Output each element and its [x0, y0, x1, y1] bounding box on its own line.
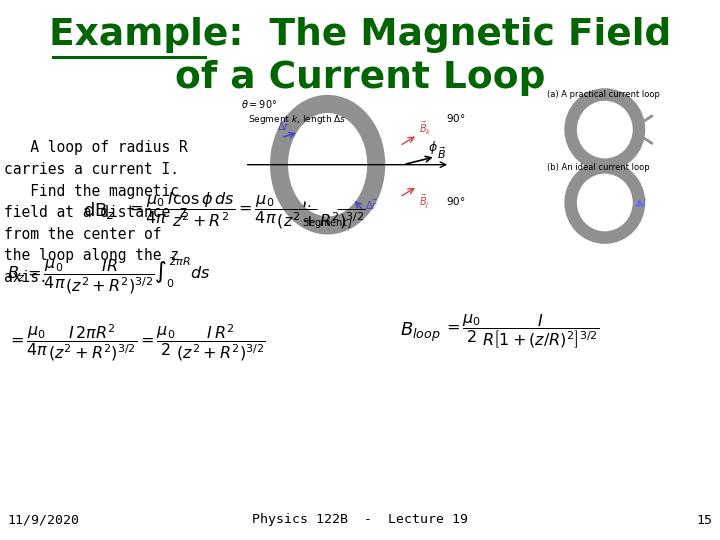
Ellipse shape — [580, 104, 630, 156]
Text: $= \dfrac{\mu_0}{4\pi} \dfrac{I\,2\pi R^2}{\left(z^2 + R^2\right)^{3/2}} = \dfra: $= \dfrac{\mu_0}{4\pi} \dfrac{I\,2\pi R^… — [7, 323, 266, 363]
Text: 11/9/2020: 11/9/2020 — [7, 514, 79, 526]
Text: $90°$: $90°$ — [446, 111, 466, 124]
Text: $I$: $I$ — [642, 197, 647, 208]
Text: (b) An ideal current loop: (b) An ideal current loop — [547, 163, 650, 172]
Text: $\theta = 90°$: $\theta = 90°$ — [241, 98, 277, 110]
Text: $\vec{B}_k$: $\vec{B}_k$ — [419, 120, 432, 137]
Text: $\vec{B}$: $\vec{B}$ — [437, 146, 446, 161]
Text: $B_z = \dfrac{\mu_0}{4\pi} \dfrac{IR}{\left(z^2 + R^2\right)^{3/2}} \int_0^{2\pi: $B_z = \dfrac{\mu_0}{4\pi} \dfrac{IR}{\l… — [7, 255, 210, 296]
Text: of a Current Loop: of a Current Loop — [175, 60, 545, 96]
Text: $\vec{B}_j$: $\vec{B}_j$ — [419, 192, 430, 210]
Text: $\Delta\vec{r}$: $\Delta\vec{r}$ — [365, 197, 378, 212]
Text: $B_{loop}$: $B_{loop}$ — [400, 321, 441, 343]
Ellipse shape — [292, 119, 364, 211]
Text: A loop of radius R
carries a current I.
   Find the magnetic
field at a distance: A loop of radius R carries a current I. … — [4, 140, 187, 285]
Text: $\mathrm{dB}_z$: $\mathrm{dB}_z$ — [83, 200, 116, 221]
Text: Example:  The Magnetic Field: Example: The Magnetic Field — [49, 17, 671, 53]
Text: $= \dfrac{\mu_0}{2} \dfrac{I}{R\left[1+(z/R)^2\right]^{3/2}}$: $= \dfrac{\mu_0}{2} \dfrac{I}{R\left[1+(… — [443, 313, 599, 352]
Text: (a) A practical current loop: (a) A practical current loop — [547, 90, 660, 99]
Text: 15: 15 — [697, 514, 713, 526]
Text: $\Delta\vec{r}$: $\Delta\vec{r}$ — [277, 118, 290, 133]
Text: $\phi$: $\phi$ — [428, 139, 438, 156]
Text: Segment $j$: Segment $j$ — [302, 215, 354, 230]
Text: Segment $k$, length $\Delta s$: Segment $k$, length $\Delta s$ — [248, 112, 347, 125]
Ellipse shape — [580, 177, 630, 228]
Text: $90°$: $90°$ — [446, 195, 466, 207]
Text: Physics 122B  -  Lecture 19: Physics 122B - Lecture 19 — [252, 514, 468, 526]
Text: $= \dfrac{\mu_0}{4\pi} \dfrac{I\cos\phi\,ds}{z^2 + R^2} = \dfrac{\mu_0}{4\pi} \d: $= \dfrac{\mu_0}{4\pi} \dfrac{I\cos\phi\… — [126, 190, 366, 231]
